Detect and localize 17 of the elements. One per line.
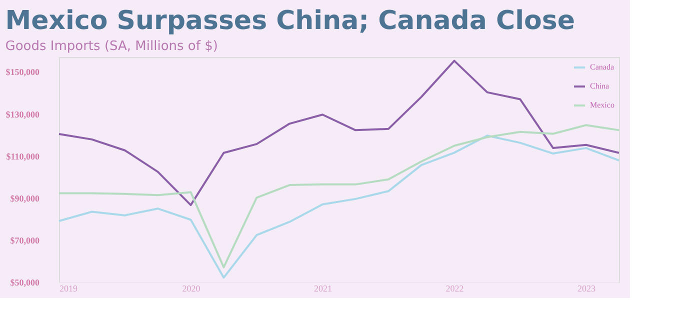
y-tick-label: $70,000	[10, 235, 40, 246]
legend-label: Mexico	[590, 100, 614, 110]
legend-label: China	[590, 82, 610, 90]
x-tick-label: 2022	[446, 284, 464, 294]
y-tick-label: $50,000	[10, 278, 40, 288]
y-tick-label: $150,000	[6, 67, 40, 78]
y-tick-label: $110,000	[6, 151, 40, 162]
line-series	[58, 60, 620, 206]
y-tick-label: $130,000	[6, 109, 40, 120]
y-tick-label: $90,000	[10, 193, 40, 204]
x-tick-label: 2023	[578, 284, 596, 294]
x-tick-label: 2020	[182, 284, 201, 294]
chart-title: Mexico Surpasses China; Canada Close	[5, 6, 575, 36]
x-tick-label: 2021	[314, 284, 332, 294]
legend-label: Canada	[590, 62, 614, 72]
x-tick-label: 2019	[60, 284, 78, 294]
chart-subtitle: Goods Imports (SA, Millions of $)	[5, 39, 218, 54]
